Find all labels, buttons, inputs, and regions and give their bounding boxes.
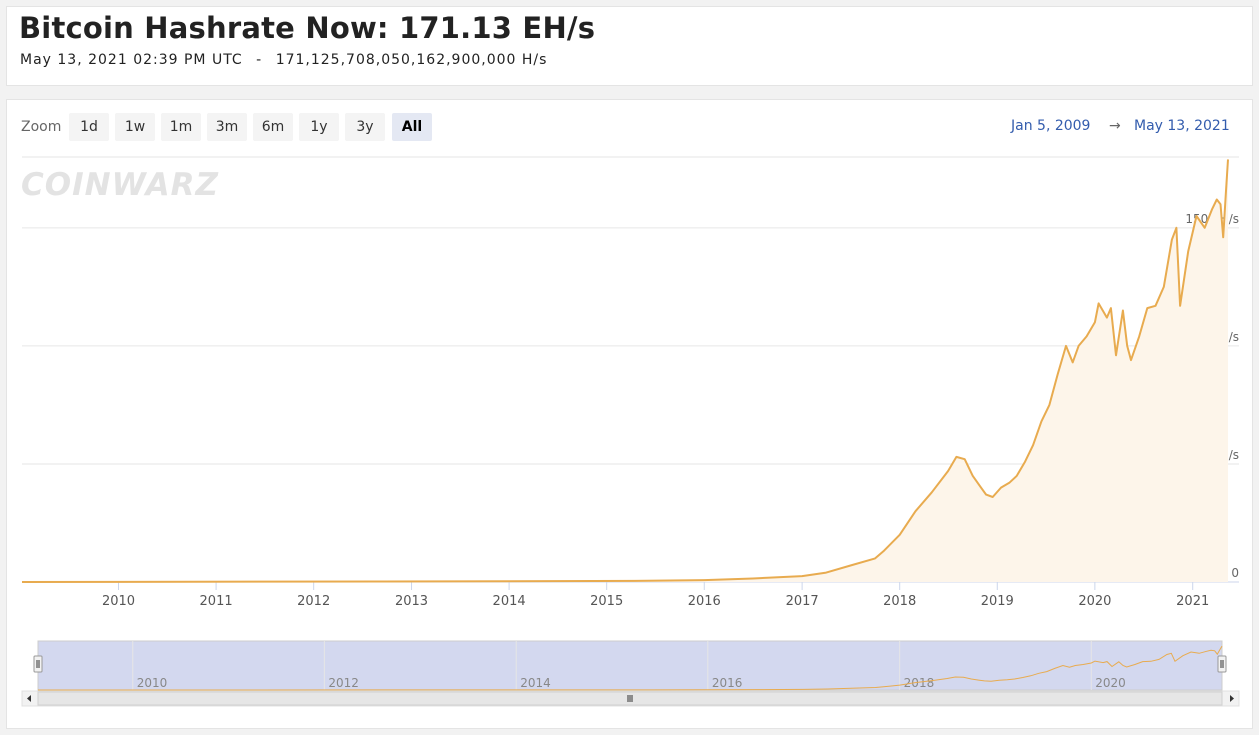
- navigator-selection[interactable]: [37, 640, 1223, 691]
- x-tick-label: 2019: [981, 594, 1014, 609]
- coinwarz-watermark: COINWARZ: [21, 167, 219, 203]
- navigator-tick-label: 2014: [520, 676, 551, 690]
- range-to-input[interactable]: May 13, 2021: [1134, 118, 1230, 134]
- x-tick-label: 2012: [297, 594, 330, 609]
- subtitle-separator: -: [256, 52, 263, 68]
- x-tick-label: 2014: [493, 594, 526, 609]
- page-title: Bitcoin Hashrate Now: 171.13 EH/s: [19, 11, 596, 45]
- navigator-tick-label: 2020: [1095, 676, 1126, 690]
- chart-card: Zoom 1d 1w 1m 3m 6m 1y 3y All Jan 5, 200…: [6, 99, 1253, 729]
- zoom-1m-button[interactable]: 1m: [161, 113, 201, 141]
- navigator-tick-label: 2016: [712, 676, 743, 690]
- x-tick-label: 2010: [102, 594, 135, 609]
- x-tick-label: 2018: [883, 594, 916, 609]
- scroll-left-arrow-icon[interactable]: [27, 695, 31, 702]
- x-tick-label: 2011: [200, 594, 233, 609]
- x-tick-label: 2020: [1078, 594, 1111, 609]
- navigator-tick-label: 2018: [904, 676, 935, 690]
- hashrate-line: [21, 159, 1229, 583]
- zoom-1w-button[interactable]: 1w: [115, 113, 155, 141]
- navigator-handle-right[interactable]: [1217, 655, 1227, 673]
- subtitle-date: May 13, 2021 02:39 PM UTC: [20, 52, 243, 68]
- hashrate-chart: COINWARZ050 EH/s100 EH/s150 EH/s20102011…: [21, 156, 1240, 707]
- x-tick-label: 2015: [590, 594, 623, 609]
- header-card: Bitcoin Hashrate Now: 171.13 EH/s May 13…: [6, 6, 1253, 86]
- zoom-1d-button[interactable]: 1d: [69, 113, 109, 141]
- x-tick-label: 2017: [786, 594, 819, 609]
- navigator-handle-left[interactable]: [33, 655, 43, 673]
- y-tick-label: 0: [1231, 566, 1239, 580]
- navigator-series: [37, 645, 1223, 691]
- zoom-3y-button[interactable]: 3y: [345, 113, 385, 141]
- zoom-label: Zoom: [21, 119, 62, 135]
- subtitle: May 13, 2021 02:39 PM UTC - 171,125,708,…: [20, 52, 547, 68]
- zoom-6m-button[interactable]: 6m: [253, 113, 293, 141]
- zoom-1y-button[interactable]: 1y: [299, 113, 339, 141]
- zoom-all-button[interactable]: All: [392, 113, 432, 141]
- scroll-right-arrow-icon[interactable]: [1230, 695, 1234, 702]
- range-from-input[interactable]: Jan 5, 2009: [1011, 118, 1091, 134]
- navigator-tick-label: 2012: [328, 676, 359, 690]
- navigator-tick-label: 2010: [137, 676, 168, 690]
- subtitle-hashrate: 171,125,708,050,162,900,000 H/s: [275, 52, 548, 68]
- zoom-3m-button[interactable]: 3m: [207, 113, 247, 141]
- x-tick-label: 2013: [395, 594, 428, 609]
- x-tick-label: 2021: [1176, 594, 1209, 609]
- range-arrow: →: [1109, 118, 1121, 134]
- hashrate-area: [22, 159, 1228, 582]
- x-tick-label: 2016: [688, 594, 721, 609]
